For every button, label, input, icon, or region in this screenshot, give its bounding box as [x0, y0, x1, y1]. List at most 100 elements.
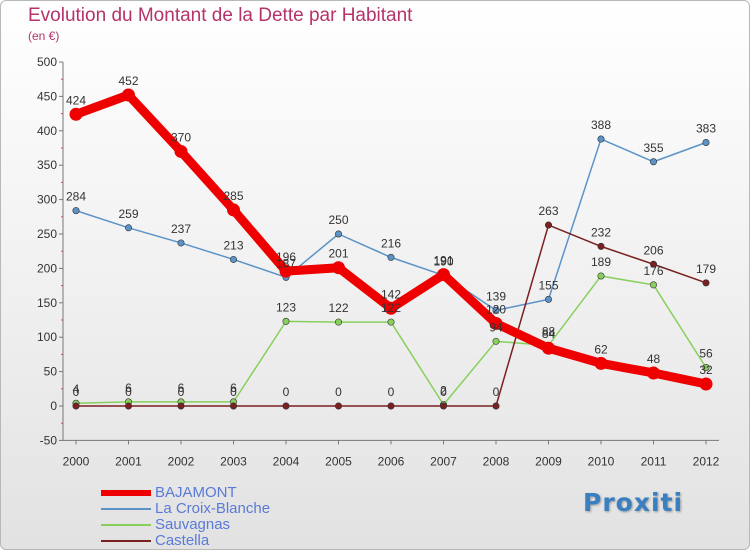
y-tick-label: 150: [37, 296, 57, 310]
data-point-sauvagnas: [282, 317, 290, 325]
data-label-castella: 0: [440, 385, 447, 399]
data-label-castella: 232: [591, 225, 611, 239]
data-point-castella: [439, 402, 447, 410]
data-label-sauvagnas: 56: [699, 346, 713, 360]
data-label-bajamont: 285: [223, 189, 243, 203]
y-tick-label: 300: [37, 193, 57, 207]
data-label-bajamont: 142: [381, 287, 401, 301]
data-label-sauvagnas: 189: [591, 255, 611, 269]
data-point-la-croix-blanche: [649, 158, 657, 166]
data-label-castella: 0: [178, 385, 185, 399]
data-point-bajamont: [489, 316, 503, 330]
data-label-sauvagnas: 94: [489, 320, 503, 334]
data-label-la-croix-blanche: 190: [433, 254, 453, 268]
data-point-bajamont: [174, 144, 188, 158]
y-tick-label: 400: [37, 124, 57, 138]
data-label-sauvagnas: 123: [276, 300, 296, 314]
data-point-sauvagnas: [492, 337, 500, 345]
x-tick-label: 2008: [483, 454, 510, 468]
legend-swatch-castella: [101, 540, 151, 542]
data-point-castella: [334, 402, 342, 410]
data-point-sauvagnas: [387, 318, 395, 326]
chart-title: Evolution du Montant de la Dette par Hab…: [28, 5, 413, 26]
data-label-castella: 0: [388, 385, 395, 399]
y-tick-label: 500: [37, 55, 57, 69]
legend-label-castella: Castella: [155, 532, 210, 549]
series-layer: [69, 88, 713, 410]
data-label-la-croix-blanche: 213: [223, 238, 243, 252]
data-point-la-croix-blanche: [230, 255, 238, 263]
x-tick-label: 2004: [273, 454, 300, 468]
data-point-bajamont: [279, 264, 293, 278]
data-label-castella: 0: [335, 385, 342, 399]
data-point-bajamont: [594, 356, 608, 370]
data-point-bajamont: [542, 341, 555, 355]
x-tick-label: 2005: [325, 454, 352, 468]
data-label-sauvagnas: 6: [178, 381, 185, 395]
data-label-sauvagnas: 88: [542, 324, 556, 338]
legend-swatch-bajamont: [101, 490, 151, 496]
y-tick-label: 200: [37, 261, 57, 275]
x-tick-label: 2001: [115, 454, 142, 468]
data-label-la-croix-blanche: 216: [381, 236, 401, 250]
data-label-la-croix-blanche: 355: [643, 141, 663, 155]
data-label-sauvagnas: 6: [230, 381, 237, 395]
data-point-bajamont: [699, 377, 713, 391]
data-labels: 2842592372131872502161901391553883553834…: [66, 74, 716, 399]
data-label-bajamont: 201: [328, 247, 348, 261]
data-label-la-croix-blanche: 259: [118, 207, 138, 221]
data-point-la-croix-blanche: [597, 135, 605, 143]
data-label-sauvagnas: 122: [328, 301, 348, 315]
data-point-castella: [72, 402, 80, 410]
x-tick-label: 2009: [535, 454, 562, 468]
data-point-la-croix-blanche: [702, 138, 710, 146]
data-label-la-croix-blanche: 284: [66, 190, 86, 204]
data-point-la-croix-blanche: [72, 207, 80, 215]
data-label-la-croix-blanche: 187: [276, 256, 296, 270]
data-point-castella: [177, 402, 185, 410]
data-label-castella: 0: [283, 385, 290, 399]
legend-swatch-sauvagnas: [101, 524, 151, 526]
x-tick-label: 2006: [378, 454, 405, 468]
data-label-la-croix-blanche: 388: [591, 118, 611, 132]
legend-label-bajamont: BAJAMONT: [155, 484, 237, 501]
data-point-bajamont: [332, 261, 345, 275]
data-label-sauvagnas: 122: [381, 301, 401, 315]
proxiti-logo: Proxiti: [583, 488, 684, 517]
data-point-bajamont: [227, 203, 240, 217]
data-label-bajamont: 48: [647, 352, 661, 366]
data-point-castella: [230, 402, 238, 410]
legend-label-sauvagnas: Sauvagnas: [155, 516, 231, 533]
data-label-la-croix-blanche: 139: [486, 289, 506, 303]
y-tick-label: 250: [37, 227, 57, 241]
data-point-castella: [702, 279, 710, 287]
data-point-la-croix-blanche: [387, 253, 395, 261]
data-label-sauvagnas: 6: [125, 381, 132, 395]
data-label-castella: 0: [73, 385, 80, 399]
y-tick-label: 50: [44, 365, 58, 379]
data-point-bajamont: [122, 88, 135, 102]
x-tick-label: 2000: [63, 454, 90, 468]
data-point-sauvagnas: [334, 318, 342, 326]
data-point-la-croix-blanche: [125, 224, 133, 232]
chart-subtitle: (en €): [28, 29, 60, 43]
data-label-castella: 0: [230, 385, 237, 399]
data-point-castella: [649, 260, 657, 268]
legend-swatch-la-croix-blanche: [101, 508, 151, 510]
data-point-bajamont: [384, 301, 398, 315]
y-tick-label: 0: [50, 399, 57, 413]
data-point-castella: [597, 242, 605, 250]
data-label-castella: 179: [696, 262, 716, 276]
data-label-bajamont: 452: [118, 74, 138, 88]
data-label-bajamont: 84: [542, 327, 556, 341]
data-label-sauvagnas: 2: [440, 384, 447, 398]
x-tick-label: 2002: [168, 454, 195, 468]
data-point-castella: [492, 402, 500, 410]
y-tick-label: 350: [37, 158, 57, 172]
data-label-castella: 0: [493, 385, 500, 399]
series-line-castella: [75, 224, 707, 407]
data-label-sauvagnas: 176: [643, 264, 663, 278]
